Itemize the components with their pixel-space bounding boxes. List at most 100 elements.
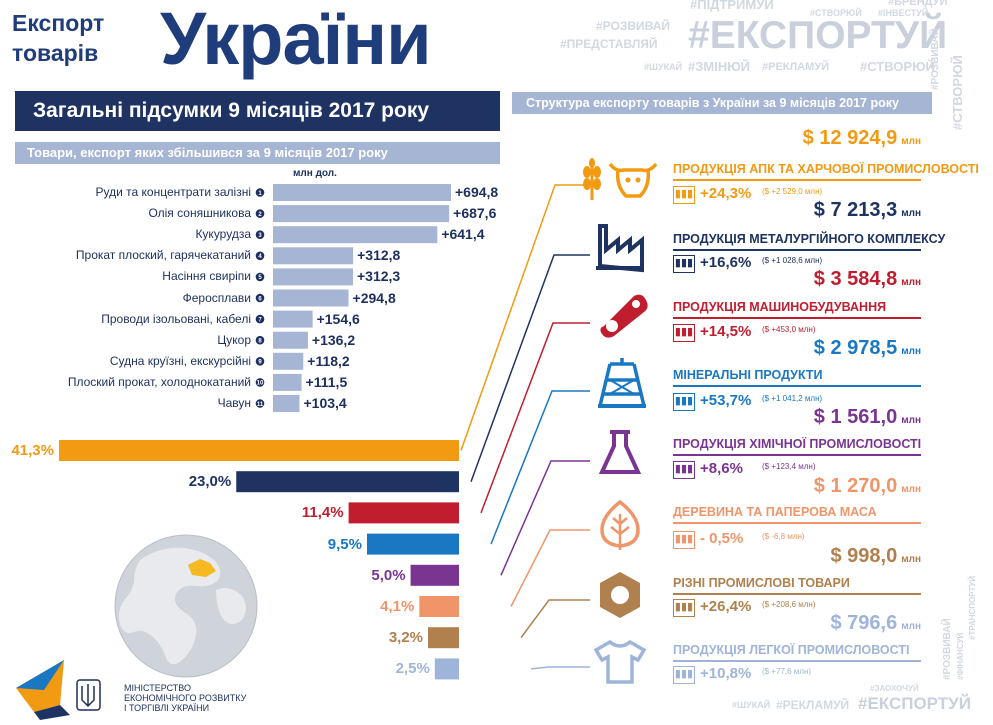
rank-number: 5 [258, 275, 262, 281]
growth-chart-icon: ▮▮▮ [673, 666, 695, 684]
growth-bar [273, 247, 354, 265]
ministry-line: ЕКОНОМІЧНОГО РОЗВИТКУ [124, 693, 247, 703]
category-amount: $ 3 584,8 млн [814, 268, 921, 291]
hashtag: #ТРАНСПОРТУЙ [968, 575, 977, 640]
category-name: ПРОДУКЦІЯ МЕТАЛУРГІЙНОГО КОМПЛЕКСУ [673, 232, 946, 246]
factory-icon [596, 224, 644, 273]
amount-value: $ 796,6 [830, 612, 898, 634]
category-amount: $ 998,0 млн [830, 545, 921, 568]
category-underline [673, 522, 921, 524]
share-bar [59, 440, 459, 461]
growth-category-label: Плоский прокат, холоднокатаний [67, 374, 251, 389]
category-name: ПРОДУКЦІЯ ХІМІЧНОЇ ПРОМИСЛОВОСТІ [673, 437, 922, 451]
hashtag: #ЗМІНЮЙ [688, 59, 750, 74]
rank-badge [255, 399, 265, 408]
growth-bar [273, 289, 349, 307]
hashtag: #РОЗВИВАЙ [596, 19, 671, 33]
growth-bar [273, 395, 300, 412]
oil-derrick-icon [598, 358, 646, 408]
category-underline [673, 454, 921, 456]
summary-banner: Загальні підсумки 9 місяців 2017 року [15, 91, 500, 131]
connector-line [460, 184, 590, 451]
growth-bar [273, 352, 304, 370]
hashtag-main: #ЕКСПОРТУЙ [688, 14, 948, 57]
growth-chart-icon: ▮▮▮ [673, 461, 695, 479]
growth-chart-icon: ▮▮▮ [673, 393, 695, 411]
tshirt-icon [593, 639, 647, 684]
growth-bar [273, 373, 302, 391]
share-bar [434, 658, 459, 680]
category-growth-percent: +26,4% [700, 598, 752, 615]
category-underline [673, 249, 921, 251]
growth-value-label: +312,3 [357, 268, 401, 285]
category-growth-percent: +10,8% [700, 665, 752, 682]
rank-number: 7 [258, 317, 262, 323]
rank-badge [255, 335, 265, 345]
share-bar [348, 502, 459, 524]
category-underline [673, 179, 921, 181]
category-underline [673, 385, 921, 387]
hashtag: #ШУКАЙ [644, 62, 683, 72]
hashtag: #СТВОРЮЙ [810, 8, 862, 18]
title-line2: товарів [12, 40, 99, 66]
ministry-line: І ТОРГІВЛІ УКРАЇНИ [124, 703, 210, 713]
growth-chart-icon: ▮▮▮ [673, 531, 695, 549]
rank-number: 1 [258, 191, 262, 197]
category-growth-absolute: ($ +453,0 млн) [762, 325, 816, 334]
category-growth-percent: +53,7% [700, 392, 752, 409]
hashtag: #РЕКЛАМУЙ [776, 698, 850, 712]
rank-badge [255, 293, 265, 303]
category-amount: $ 7 213,3 млн [814, 199, 921, 222]
category-growth-absolute: ($ +2 529,0 млн) [762, 187, 823, 196]
rank-badge [255, 378, 265, 387]
rank-badge [255, 357, 265, 366]
category-growth-absolute: ($ +77,6 млн) [762, 667, 812, 676]
growth-category-label: Судна круїзні, екскурсійні [109, 353, 251, 368]
rank-badge [255, 272, 265, 282]
category-growth-absolute: ($ +123,4 млн) [762, 462, 816, 471]
hashtag: #БРЕНДУЙ [888, 0, 948, 8]
growth-value-label: +111,5 [305, 373, 348, 390]
rank-number: 4 [258, 254, 262, 260]
growth-value-label: +103,4 [303, 395, 347, 411]
rank-number: 9 [258, 360, 262, 366]
category-amount: $ 2 978,5 млн [814, 337, 921, 360]
title-line1: Експорт [12, 10, 105, 36]
category-growth-absolute: ($ +1 028,6 млн) [762, 256, 823, 265]
category-growth-absolute: ($ +1 041,2 млн) [762, 394, 823, 403]
rank-badge [255, 314, 265, 324]
hashtag-main: #ЕКСПОРТУЙ [858, 694, 971, 713]
category-name: ДЕРЕВИНА ТА ПАПЕРОВА МАСА [673, 505, 877, 519]
share-value-label: 3,2% [388, 629, 424, 647]
rank-badge [255, 188, 265, 197]
amount-unit: млн [901, 554, 921, 565]
category-amount: $ 796,6 млн [830, 612, 921, 635]
hex-nut-icon [600, 572, 640, 618]
category-growth-percent: +24,3% [700, 185, 752, 202]
growth-category-label: Кукурудза [195, 227, 251, 242]
hashtag: #РЕКЛАМУЙ [762, 61, 830, 73]
growth-category-label: Цукор [217, 332, 251, 347]
unit-label: млн дол. [293, 168, 337, 179]
growth-bar [273, 310, 313, 328]
hashtag: #ЗАОХОЧУЙ [870, 684, 919, 693]
connector-line [530, 666, 590, 670]
category-growth-absolute: ($ +208,6 млн) [762, 600, 816, 609]
share-value-label: 9,5% [327, 535, 362, 553]
rank-number: 3 [258, 233, 262, 239]
growth-subbanner: Товари, експорт яких збільшився за 9 міс… [15, 142, 500, 164]
growth-value-label: +154,6 [316, 310, 360, 327]
connector-line [520, 599, 590, 639]
share-value-label: 4,1% [380, 598, 415, 615]
category-name: ПРОДУКЦІЯ ЛЕГКОЇ ПРОМИСЛОВОСТІ [673, 643, 910, 657]
rank-badge [255, 251, 265, 261]
hashtag: #ПРЕДСТАВЛЯЙ [560, 37, 658, 51]
rank-number: 6 [258, 296, 262, 302]
connector-line [480, 322, 590, 514]
amount-unit: млн [901, 621, 921, 632]
hashtag: #СТВОРЮЙ [860, 59, 935, 74]
growth-category-label: Олія соняшникова [148, 206, 251, 221]
amount-value: $ 998,0 [830, 545, 898, 567]
connector-lines [460, 184, 590, 670]
growth-value-label: +136,2 [311, 331, 356, 348]
